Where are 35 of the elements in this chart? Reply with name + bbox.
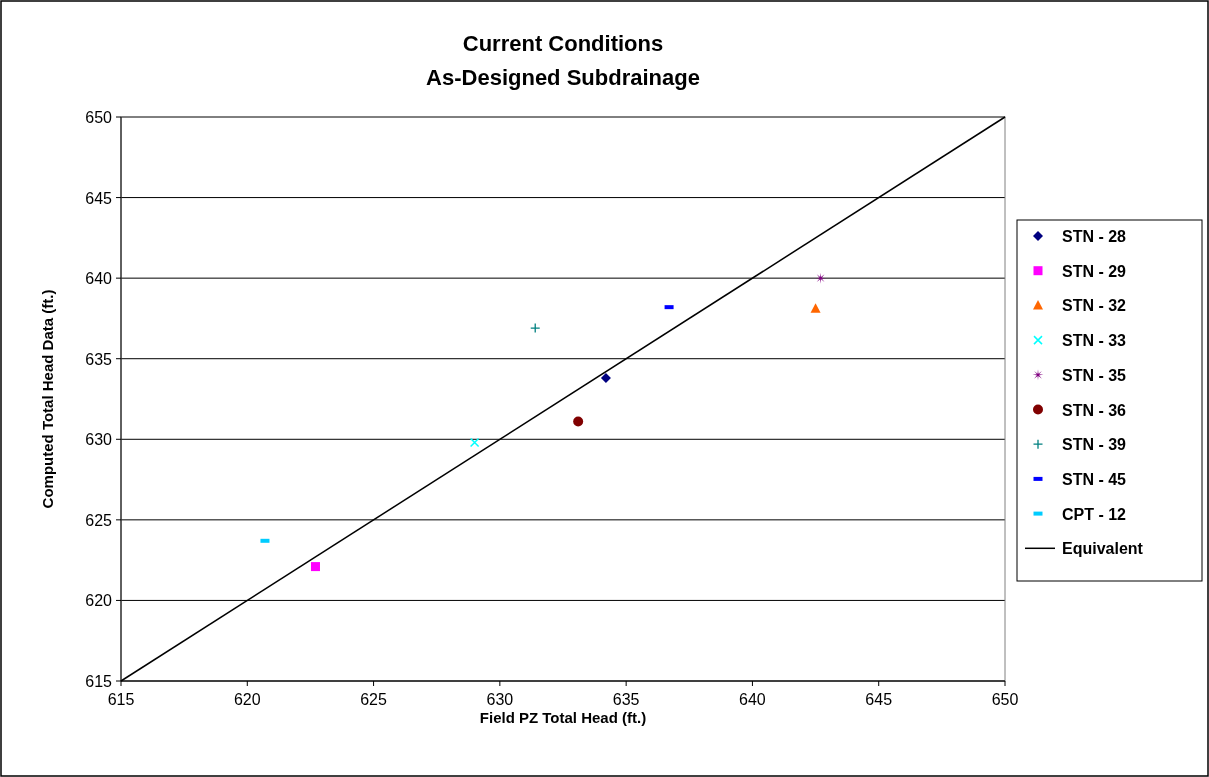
legend-label: STN - 36 bbox=[1062, 401, 1127, 419]
y-tick-label: 630 bbox=[85, 431, 113, 449]
legend-label: STN - 29 bbox=[1062, 262, 1127, 280]
point bbox=[310, 562, 320, 572]
legend-label: Equivalent bbox=[1062, 540, 1144, 558]
y-axis-title: Computed Total Head Data (ft.) bbox=[39, 289, 56, 509]
y-tick-label: 615 bbox=[85, 673, 113, 690]
x-axis-title: Field PZ Total Head (ft.) bbox=[479, 709, 647, 726]
x-tick-label: 640 bbox=[739, 691, 766, 708]
x-tick-label: 625 bbox=[360, 691, 388, 708]
point bbox=[573, 416, 584, 427]
x-tick-label: 650 bbox=[991, 691, 1019, 708]
x-tick-label: 615 bbox=[107, 691, 135, 708]
y-tick-label: 620 bbox=[85, 592, 113, 610]
x-tick-label: 620 bbox=[233, 691, 261, 708]
legend-label: STN - 33 bbox=[1062, 332, 1127, 350]
y-tick-label: 640 bbox=[85, 270, 113, 288]
legend-label: STN - 39 bbox=[1062, 436, 1127, 454]
x-tick-label: 635 bbox=[612, 691, 640, 708]
point bbox=[530, 322, 541, 334]
y-tick-label: 650 bbox=[85, 109, 113, 126]
legend-label: STN - 32 bbox=[1062, 297, 1127, 315]
point bbox=[810, 303, 821, 313]
legend-label: STN - 45 bbox=[1062, 470, 1127, 488]
x-tick-label: 630 bbox=[486, 691, 514, 708]
y-tick-label: 645 bbox=[85, 189, 113, 207]
chart-title: Current Conditions As-Designed Subdrainage bbox=[426, 31, 700, 90]
point bbox=[469, 437, 480, 448]
legend-label: CPT - 12 bbox=[1062, 505, 1127, 523]
x-tick-label: 645 bbox=[865, 691, 893, 708]
y-tick-label: 625 bbox=[85, 511, 113, 529]
point bbox=[600, 373, 611, 384]
legend-label: STN - 35 bbox=[1062, 366, 1127, 384]
legend-label: STN - 28 bbox=[1062, 228, 1127, 245]
y-tick-label: 635 bbox=[85, 350, 113, 368]
